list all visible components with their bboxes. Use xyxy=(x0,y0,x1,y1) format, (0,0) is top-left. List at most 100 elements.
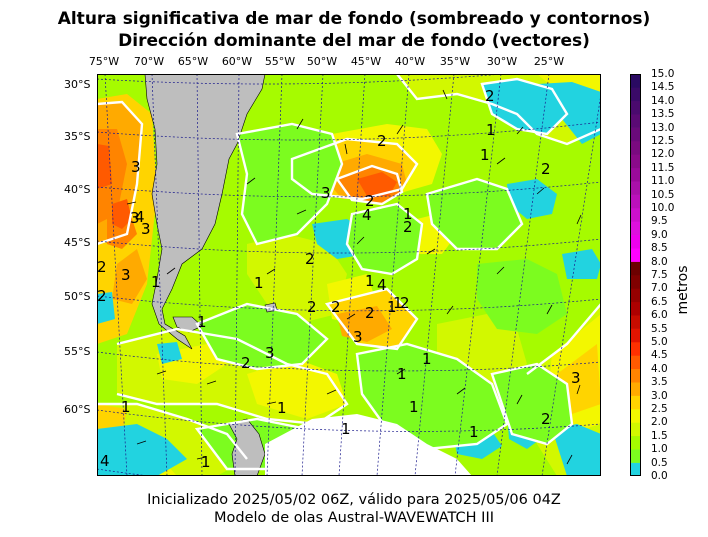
colorbar-tick: 14.0 xyxy=(651,94,675,107)
colorbar-segment xyxy=(630,275,641,289)
lon-label-50w: 50°W xyxy=(306,55,338,68)
lat-label-30s: 30°S xyxy=(64,78,91,91)
colorbar-tick: 10.5 xyxy=(651,188,675,201)
contour-label: 2 xyxy=(331,298,341,316)
contour-label: 2 xyxy=(365,304,375,322)
contour-label: 3 xyxy=(131,158,141,176)
contour-label: 1 xyxy=(151,273,161,291)
lat-label-60s: 60°S xyxy=(64,403,91,416)
contour-label: 1 xyxy=(365,272,375,290)
colorbar-segment xyxy=(630,342,641,356)
colorbar-tick: 1.5 xyxy=(651,429,668,442)
model-name: Modelo de olas Austral-WAVEWATCH III xyxy=(214,510,494,526)
contour-label: 1 xyxy=(393,294,403,312)
contour-label: 1 xyxy=(201,453,211,471)
contour-label-set: 2 1 1 2 3 2 2 4 1 2 3 3 4 3 1 2 1 2 2 2 … xyxy=(97,87,581,471)
contour-label: 1 xyxy=(486,121,496,139)
contour-label: 2 xyxy=(400,294,410,312)
lat-label-45s: 45°S xyxy=(64,236,91,249)
colorbar-tick: 2.0 xyxy=(651,416,668,429)
lon-label-35w: 35°W xyxy=(439,55,471,68)
land-masses xyxy=(144,74,278,476)
lon-label-70w: 70°W xyxy=(133,55,165,68)
colorbar-segment xyxy=(630,355,641,370)
colorbar-tick: 11.5 xyxy=(651,161,675,174)
colorbar-segment xyxy=(630,462,641,476)
contour-label: 2 xyxy=(305,250,315,268)
contour-label: 2 xyxy=(97,287,107,305)
lat-label-35s: 35°S xyxy=(64,130,91,143)
contour-label: 2 xyxy=(541,160,551,178)
contour-label: 2 xyxy=(97,258,107,276)
colorbar-tick: 1.0 xyxy=(651,443,668,456)
colorbar-tick: 15.0 xyxy=(651,68,675,80)
colorbar-tick: 0.5 xyxy=(651,456,668,469)
colorbar-segment xyxy=(630,248,641,262)
init-valid-time: Inicializado 2025/05/02 06Z, válido para… xyxy=(147,492,561,508)
colorbar-tick: 8.5 xyxy=(651,242,668,255)
contour-label: 2 xyxy=(365,192,375,210)
colorbar-segment xyxy=(630,208,641,222)
lat-label-55s: 55°S xyxy=(64,345,91,358)
colorbar-segment xyxy=(630,328,641,343)
colorbar-segment xyxy=(630,74,641,88)
colorbar-segment xyxy=(630,435,641,450)
colorbar-tick: 4.0 xyxy=(651,362,668,375)
colorbar-tick: 7.0 xyxy=(651,282,668,295)
lon-label-60w: 60°W xyxy=(221,55,253,68)
colorbar-tick: 14.5 xyxy=(651,81,675,94)
colorbar-segment xyxy=(630,154,641,169)
colorbar-tick: 13.0 xyxy=(651,121,675,134)
colorbar-segment xyxy=(630,194,641,209)
contour-label: 3 xyxy=(353,328,363,346)
graticule xyxy=(97,74,601,476)
colorbar-segment xyxy=(630,261,641,276)
colorbar-tick: 12.0 xyxy=(651,148,675,161)
contour-label: 1 xyxy=(277,399,287,417)
tierra-del-fuego xyxy=(172,316,203,333)
contour-label: 3 xyxy=(321,184,331,202)
colorbar-segment xyxy=(630,221,641,236)
colorbar-tick: 0.0 xyxy=(651,470,668,482)
colorbar-tick: 4.5 xyxy=(651,349,668,362)
colorbar-segment xyxy=(630,127,641,142)
map-frame xyxy=(97,74,601,476)
colorbar-segment xyxy=(630,114,641,128)
contour-label: 2 xyxy=(241,354,251,372)
map-title: Altura significativa de mar de fondo (so… xyxy=(57,9,651,29)
colorbar-tick: 9.5 xyxy=(651,215,668,228)
colorbar-tick: 10.0 xyxy=(651,202,675,214)
lat-label-50s: 50°S xyxy=(64,290,91,303)
contour-label: 1 xyxy=(197,313,207,331)
contour-label: 3 xyxy=(141,220,151,238)
lon-label-75w: 75°W xyxy=(88,55,120,68)
contour-lines xyxy=(97,74,601,471)
colorbar-segment xyxy=(630,382,641,396)
lon-label-25w: 25°W xyxy=(533,55,565,68)
contour-label: 1 xyxy=(387,298,397,316)
lon-label-55w: 55°W xyxy=(264,55,296,68)
lon-label-30w: 30°W xyxy=(486,55,518,68)
lat-label-40s: 40°S xyxy=(64,183,91,196)
colorbar xyxy=(630,74,641,476)
colorbar-tick: 5.0 xyxy=(651,336,668,348)
contour-label: 3 xyxy=(571,369,581,387)
colorbar-segment xyxy=(630,395,641,410)
colorbar-segment xyxy=(630,301,641,316)
colorbar-tick: 11.0 xyxy=(651,175,675,188)
contour-label: 4 xyxy=(377,276,387,294)
contour-label: 4 xyxy=(362,206,372,224)
contour-label: 1 xyxy=(403,205,413,223)
colorbar-tick: 8.0 xyxy=(651,255,668,268)
colorbar-segment xyxy=(630,234,641,249)
swell-1m-regions xyxy=(197,124,572,469)
contour-label: 2 xyxy=(307,298,317,316)
map-subtitle: Dirección dominante del mar de fondo (ve… xyxy=(118,31,590,51)
colorbar-tick: 3.5 xyxy=(651,376,668,389)
colorbar-tick: 13.5 xyxy=(651,108,675,121)
colorbar-segment xyxy=(630,409,641,423)
colorbar-segment xyxy=(630,315,641,329)
contour-label: 1 xyxy=(341,420,351,438)
contour-label: 3 xyxy=(265,344,275,362)
colorbar-segment xyxy=(630,100,641,115)
